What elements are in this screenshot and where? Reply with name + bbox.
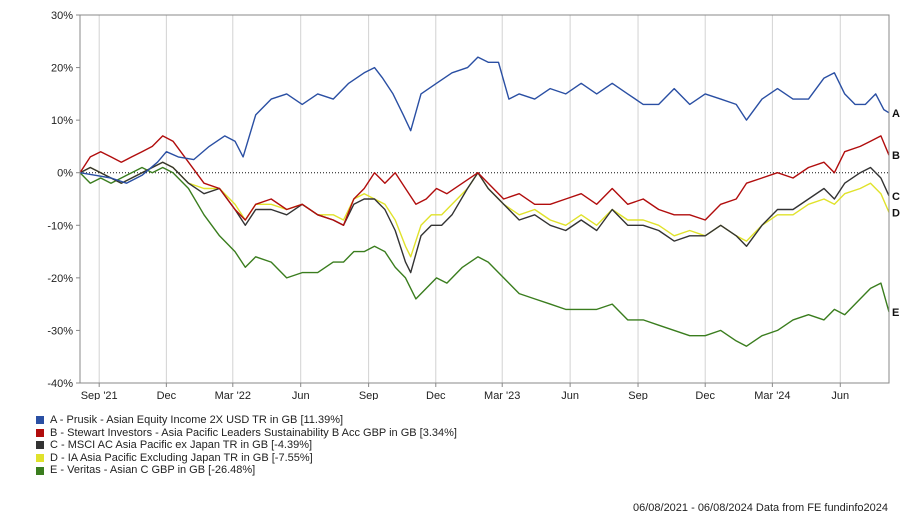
x-tick-label: Jun bbox=[292, 390, 310, 400]
x-tick-label: Mar '23 bbox=[484, 390, 520, 400]
y-tick-label: 20% bbox=[51, 63, 73, 75]
y-tick-label: -20% bbox=[47, 273, 73, 285]
footer-source: 06/08/2021 - 06/08/2024 Data from FE fun… bbox=[632, 502, 888, 514]
end-label-e: E bbox=[892, 307, 899, 319]
y-tick-label: 0% bbox=[57, 168, 73, 180]
series-line-b bbox=[79, 135, 890, 226]
x-tick-label: Mar '22 bbox=[215, 390, 251, 400]
plot-frame bbox=[79, 14, 890, 384]
legend-item-a: A - Prusik - Asian Equity Income 2X USD … bbox=[36, 414, 457, 427]
x-tick-label: Sep bbox=[359, 390, 379, 400]
legend: A - Prusik - Asian Equity Income 2X USD … bbox=[36, 414, 457, 477]
series-line-e bbox=[79, 166, 890, 347]
legend-item-e: E - Veritas - Asian C GBP in GB [-26.48%… bbox=[36, 464, 457, 477]
series-end-labels: A B CD E bbox=[892, 108, 900, 319]
legend-swatch-c bbox=[36, 441, 44, 450]
series-line-a bbox=[79, 56, 890, 184]
end-label-c: C bbox=[892, 191, 900, 203]
legend-swatch-e bbox=[36, 466, 44, 475]
x-tick-label: Sep '21 bbox=[81, 390, 118, 400]
x-tick-label: Jun bbox=[561, 390, 579, 400]
y-tick-label: -40% bbox=[47, 378, 73, 390]
end-label-b: B bbox=[892, 150, 900, 162]
legend-label-c: C - MSCI AC Asia Pacific ex Japan TR in … bbox=[50, 439, 313, 452]
legend-label-d: D - IA Asia Pacific Excluding Japan TR i… bbox=[50, 451, 313, 464]
x-tick-label: Dec bbox=[426, 390, 446, 400]
legend-item-d: D - IA Asia Pacific Excluding Japan TR i… bbox=[36, 452, 457, 465]
y-tick-label: -10% bbox=[47, 220, 73, 232]
legend-swatch-a bbox=[36, 416, 44, 425]
legend-label-a: A - Prusik - Asian Equity Income 2X USD … bbox=[50, 414, 344, 426]
series-lines bbox=[79, 56, 890, 347]
legend-item-b: B - Stewart Investors - Asia Pacific Lea… bbox=[36, 427, 457, 440]
y-tick-label: 30% bbox=[51, 10, 73, 22]
end-label-d: D bbox=[892, 207, 900, 219]
x-tick-label: Mar '24 bbox=[754, 390, 790, 400]
legend-label-b: B - Stewart Investors - Asia Pacific Lea… bbox=[50, 426, 457, 439]
x-tick-label: Dec bbox=[157, 390, 177, 400]
legend-swatch-b bbox=[36, 428, 44, 437]
performance-chart: 30% 20% 10% 0% -10% -20% -30% -40% Sep '21 Dec Ma… bbox=[47, 10, 900, 400]
y-axis: 30% 20% 10% 0% -10% -20% -30% -40% bbox=[47, 10, 80, 390]
x-tick-label: Dec bbox=[695, 390, 715, 400]
series-line-d bbox=[79, 161, 890, 258]
legend-item-c: C - MSCI AC Asia Pacific ex Japan TR in … bbox=[36, 439, 457, 452]
x-axis: Sep '21 Dec Mar '22 Jun Sep Dec Mar '23 Jun Sep D… bbox=[81, 383, 849, 400]
legend-swatch-d bbox=[36, 454, 44, 463]
plot-area bbox=[80, 15, 889, 383]
y-tick-label: 10% bbox=[51, 115, 73, 127]
x-tick-label: Jun bbox=[831, 390, 849, 400]
x-tick-label: Sep bbox=[628, 390, 648, 400]
end-label-a: A bbox=[892, 108, 900, 120]
y-tick-label: -30% bbox=[47, 325, 73, 337]
legend-label-e: E - Veritas - Asian C GBP in GB [-26.48%… bbox=[50, 464, 256, 477]
series-line-c bbox=[79, 161, 890, 274]
